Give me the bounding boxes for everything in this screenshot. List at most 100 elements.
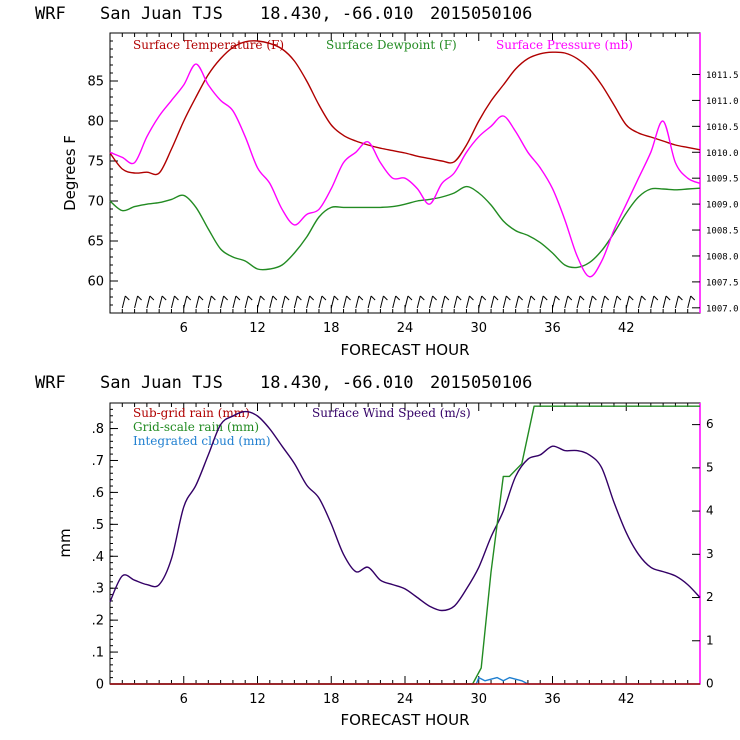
panel2-y-ticks: 0 .1 .2 .3 .4 .5 .6 .7 .8 bbox=[92, 408, 118, 693]
y-tick-label: 70 bbox=[87, 195, 104, 210]
panel1-frame bbox=[109, 32, 701, 314]
wind-barb-flag bbox=[383, 295, 388, 301]
y-tick-label: .8 bbox=[92, 422, 104, 437]
wind-barb-flag bbox=[419, 295, 425, 301]
wind-barb-flag bbox=[567, 295, 573, 301]
wind-barb bbox=[257, 295, 261, 309]
y-tick-label: 60 bbox=[87, 275, 104, 290]
wind-barb-flag bbox=[481, 295, 487, 301]
panel1-x-ticks: 6 12 18 24 30 36 42 bbox=[121, 33, 689, 336]
x-tick-label: 42 bbox=[618, 321, 635, 336]
wind-barb bbox=[564, 295, 569, 309]
wind-barb-flag bbox=[592, 295, 597, 301]
wind-barb bbox=[330, 295, 335, 309]
series-line-grid-scale-rain-mm bbox=[110, 405, 700, 685]
wind-barb bbox=[662, 295, 667, 309]
y2-tick-label: 0 bbox=[706, 677, 714, 691]
wind-barb-flag bbox=[358, 295, 364, 301]
wind-barb bbox=[588, 295, 593, 309]
y-tick-label: .6 bbox=[92, 486, 104, 501]
wind-barb-flag bbox=[518, 295, 523, 301]
wind-barb-flag bbox=[616, 295, 622, 301]
series-line-surface-temperature-f bbox=[109, 40, 701, 176]
wind-barb-flag bbox=[247, 295, 253, 301]
wind-barb-flag bbox=[628, 295, 634, 301]
wind-barb bbox=[601, 295, 606, 309]
panel1-x-axis-label: FORECAST HOUR bbox=[340, 341, 469, 359]
wind-barb bbox=[306, 295, 311, 309]
wind-barb-flag bbox=[395, 295, 401, 301]
wind-barb bbox=[490, 295, 495, 309]
x-tick-label: 36 bbox=[544, 692, 561, 707]
wind-barb bbox=[293, 295, 298, 309]
x-tick-label: 30 bbox=[470, 321, 487, 336]
wind-barb bbox=[441, 295, 446, 309]
y2-tick-label: 3 bbox=[706, 547, 714, 561]
wind-barb bbox=[576, 295, 581, 309]
x-tick-label: 36 bbox=[544, 321, 561, 336]
wind-barb-flag bbox=[198, 295, 204, 301]
wind-barb-flag bbox=[137, 295, 142, 301]
wind-barb bbox=[232, 295, 237, 309]
x-tick-label: 42 bbox=[618, 692, 635, 707]
panel2-header-station: San Juan TJS bbox=[100, 373, 223, 393]
x-tick-label: 6 bbox=[180, 692, 188, 707]
x-tick-label: 18 bbox=[323, 692, 340, 707]
panel2-x-axis-label: FORECAST HOUR bbox=[340, 711, 469, 729]
wind-barb-flag bbox=[309, 295, 315, 301]
y-tick-label: .5 bbox=[92, 518, 104, 533]
panel1-header-coords: 18.430, -66.010 bbox=[260, 4, 414, 24]
legend-wind-speed: Surface Wind Speed (m/s) bbox=[312, 406, 471, 420]
panel2-header-date: 2015050106 bbox=[430, 373, 532, 393]
wind-barb bbox=[687, 295, 692, 309]
wind-barb-flag bbox=[284, 295, 290, 301]
wind-barb bbox=[183, 295, 188, 309]
y2-tick-label: 1007.0 bbox=[706, 304, 739, 314]
y2-tick-label: 5 bbox=[706, 460, 714, 474]
wind-barb-flag bbox=[542, 295, 548, 301]
legend-dewpoint: Surface Dewpoint (F) bbox=[326, 38, 457, 52]
wind-barb-flag bbox=[604, 295, 610, 301]
y2-tick-label: 1009.5 bbox=[706, 175, 739, 185]
wind-barb bbox=[416, 295, 421, 309]
series-line-surface-dewpoint-f bbox=[109, 185, 701, 271]
wind-barb bbox=[674, 295, 679, 309]
wind-barb bbox=[478, 295, 483, 309]
panel1-y2-ticks: 1007.0 1007.5 1008.0 1008.5 1009.0 1009.5 1010… bbox=[692, 71, 739, 314]
wind-barb-flag bbox=[665, 295, 671, 301]
y2-tick-label: 1008.5 bbox=[706, 227, 739, 237]
y2-tick-label: 1007.5 bbox=[706, 278, 739, 288]
x-tick-label: 24 bbox=[397, 321, 414, 336]
wind-barb-flag bbox=[124, 295, 130, 301]
x-tick-label: 30 bbox=[470, 692, 487, 707]
panel2-y2-ticks: 0 1 2 3 4 5 6 bbox=[692, 417, 714, 691]
y2-tick-label: 1011.0 bbox=[706, 97, 739, 107]
y-tick-label: .7 bbox=[92, 454, 104, 469]
wind-barb-flag bbox=[149, 295, 155, 301]
wind-barb bbox=[613, 295, 618, 309]
wind-barb bbox=[650, 295, 655, 309]
wind-barb bbox=[134, 295, 139, 309]
precip-panel: WRF San Juan TJS 18.430, -66.010 2015050… bbox=[35, 373, 714, 729]
y-tick-label: 0 bbox=[96, 678, 104, 693]
y-tick-label: .3 bbox=[92, 582, 104, 597]
wind-barbs bbox=[121, 295, 696, 309]
panel2-x-ticks: 6 12 18 24 30 36 42 bbox=[121, 403, 689, 707]
wind-barb bbox=[195, 295, 200, 309]
wind-barb bbox=[527, 295, 532, 309]
wind-barb-flag bbox=[469, 295, 474, 301]
wind-barb-flag bbox=[678, 295, 683, 301]
wind-barb bbox=[367, 295, 372, 309]
panel2-y-axis-label: mm bbox=[56, 528, 74, 557]
wind-barb bbox=[453, 295, 458, 309]
legend-integrated-cloud: Integrated cloud (mm) bbox=[133, 434, 271, 448]
y-tick-label: 80 bbox=[87, 115, 104, 130]
x-tick-label: 12 bbox=[249, 692, 266, 707]
y-tick-label: 65 bbox=[87, 235, 104, 250]
wind-barb-flag bbox=[235, 295, 241, 301]
y2-tick-label: 2 bbox=[706, 590, 714, 604]
series-line-surface-wind-speed-m-s bbox=[109, 410, 701, 612]
wind-barb-flag bbox=[444, 295, 450, 301]
wind-barb-flag bbox=[223, 295, 228, 301]
